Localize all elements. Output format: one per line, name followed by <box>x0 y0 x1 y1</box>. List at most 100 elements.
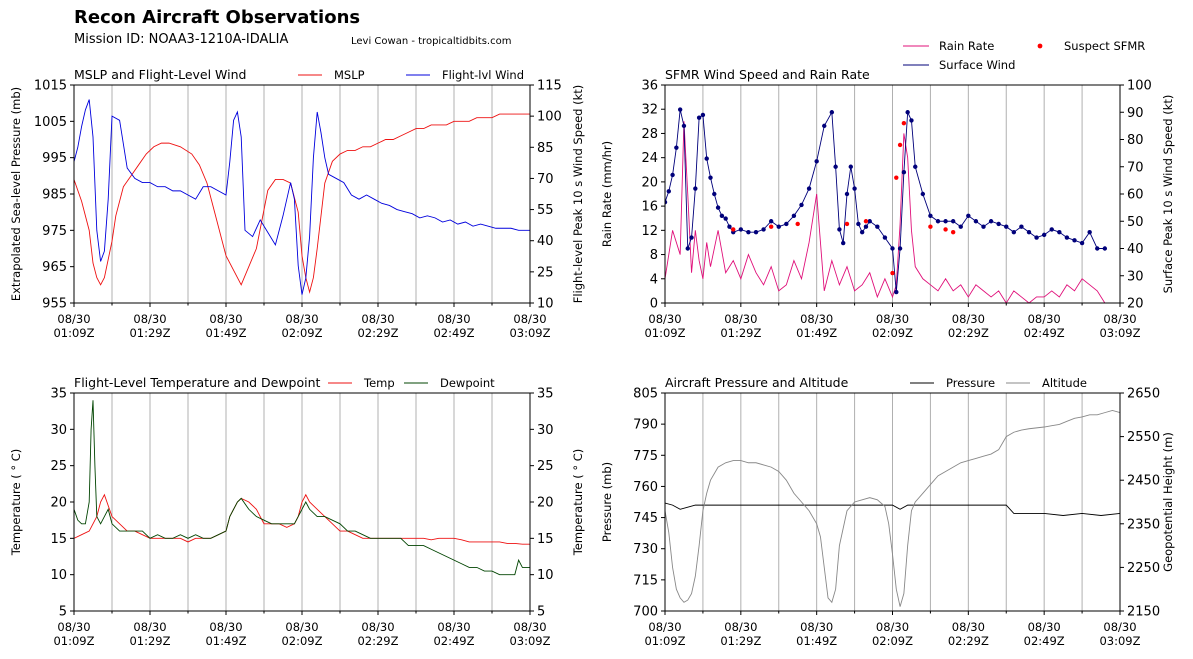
data-point <box>981 224 986 229</box>
x-tick-label-line: 08/30 <box>648 620 681 634</box>
x-tick-label: 08/30 01:29Z <box>129 620 170 648</box>
legend: Pressure Altitude <box>910 376 1087 390</box>
x-tick-label-line: 08/30 <box>361 312 394 326</box>
data-point <box>928 224 933 229</box>
x-tick-label: 08/30 02:29Z <box>948 312 989 340</box>
x-tick-label: 08/30 01:09Z <box>644 312 685 340</box>
y-left-tick-label: 1015 <box>34 79 67 94</box>
data-point <box>791 213 797 218</box>
x-tick-label: 08/30 01:29Z <box>129 312 170 340</box>
data-point <box>776 224 781 229</box>
page-title: Recon Aircraft Observations <box>74 7 361 28</box>
x-tick-label: 08/30 01:09Z <box>53 312 94 340</box>
y-left-tick-label: 16 <box>641 200 658 215</box>
data-point <box>1072 238 1077 243</box>
data-point <box>768 224 774 229</box>
y-right-tick-label: 2350 <box>1127 517 1160 532</box>
x-tick-label-line: 08/30 <box>361 620 394 634</box>
data-point <box>848 164 853 169</box>
data-point <box>761 227 766 232</box>
y-left-tick-label: 985 <box>42 188 67 203</box>
y-right-label: Flight-level Peak 10 s Wind Speed (kt) <box>571 85 585 304</box>
y-right-tick-label: 40 <box>1127 242 1144 257</box>
x-tick-label-line: 08/30 <box>133 312 166 326</box>
data-point <box>950 229 956 235</box>
series-line-rain-rate <box>665 121 1106 303</box>
y-right-tick-label: 20 <box>1127 297 1144 312</box>
x-tick-label-line: 08/30 <box>800 620 833 634</box>
data-point <box>890 270 895 276</box>
x-tick-label-line: 03:09Z <box>1099 326 1140 340</box>
y-left-tick-label: 700 <box>633 605 658 620</box>
x-tick-label-line: 08/30 <box>1103 620 1136 634</box>
data-point <box>894 175 899 180</box>
x-tick-label-line: 02:09Z <box>281 326 322 340</box>
data-point <box>841 240 846 246</box>
y-right-tick-label: 25 <box>537 459 554 474</box>
chart-title: SFMR Wind Speed and Rain Rate <box>665 67 870 82</box>
x-tick-label-line: 01:29Z <box>720 634 761 648</box>
y-left-tick-label: 36 <box>641 79 658 94</box>
data-point <box>1102 246 1108 251</box>
x-tick-label-line: 01:49Z <box>205 326 246 340</box>
series-line-altitude <box>665 409 1120 607</box>
data-point <box>822 123 827 129</box>
x-tick-label: 08/30 02:49Z <box>433 620 474 648</box>
data-point <box>973 219 979 224</box>
data-point <box>685 246 690 251</box>
data-point <box>693 186 698 191</box>
y-right-tick-label: 80 <box>1127 133 1144 148</box>
x-tick-label: 08/30 01:49Z <box>205 312 246 340</box>
y-left-tick-label: 805 <box>633 387 658 402</box>
data-point <box>795 221 800 227</box>
y-left-tick-label: 775 <box>633 449 658 464</box>
x-tick-label-line: 02:29Z <box>357 326 398 340</box>
x-tick-label-line: 01:29Z <box>129 634 170 648</box>
data-point <box>867 219 872 224</box>
data-point <box>689 235 694 240</box>
data-point <box>863 219 869 224</box>
y-right-tick-label: 2650 <box>1127 387 1160 402</box>
legend-label: Rain Rate <box>939 39 994 53</box>
data-point <box>1057 229 1062 235</box>
plot-area <box>74 400 530 576</box>
chart-title: Aircraft Pressure and Altitude <box>665 375 849 390</box>
y-right-tick-label: 40 <box>537 234 554 249</box>
y-right-tick-label: 35 <box>537 387 554 402</box>
y-left-tick-label: 965 <box>42 260 67 275</box>
x-tick-label: 08/30 01:09Z <box>53 620 94 648</box>
y-right-tick-label: 2150 <box>1127 605 1160 620</box>
x-tick-label: 08/30 02:29Z <box>357 620 398 648</box>
data-point <box>665 199 668 205</box>
y-left-tick-label: 5 <box>59 605 67 620</box>
legend-label: Dewpoint <box>440 376 495 390</box>
y-left-tick-label: 12 <box>641 224 658 239</box>
y-right-tick-label: 85 <box>537 141 554 156</box>
series-line-dewpoint <box>74 400 530 576</box>
legend: Rain Rate Surface Wind Suspect SFMR <box>903 39 1145 72</box>
x-tick-label-line: 02:29Z <box>948 634 989 648</box>
x-tick-label-line: 02:49Z <box>433 326 474 340</box>
data-point <box>814 159 819 164</box>
x-tick-label-line: 08/30 <box>513 620 546 634</box>
x-tick-label-line: 08/30 <box>1028 312 1061 326</box>
x-tick-label-line: 08/30 <box>876 312 909 326</box>
data-point <box>913 164 918 169</box>
data-point <box>768 219 774 224</box>
x-tick-label: 08/30 01:29Z <box>720 620 761 648</box>
credit: Levi Cowan - tropicaltidbits.com <box>351 36 512 47</box>
x-tick-label-line: 08/30 <box>209 620 242 634</box>
data-point <box>852 186 857 191</box>
x-tick-label-line: 08/30 <box>648 312 681 326</box>
x-tick-label-line: 02:09Z <box>281 634 322 648</box>
data-point <box>958 224 963 229</box>
x-tick-label-line: 01:09Z <box>644 326 685 340</box>
x-tick-label-line: 08/30 <box>876 620 909 634</box>
x-tick-label: 08/30 03:09Z <box>1099 312 1140 340</box>
data-point <box>1049 227 1054 232</box>
x-tick-label: 08/30 02:49Z <box>433 312 474 340</box>
x-tick-label-line: 02:29Z <box>357 634 398 648</box>
data-point <box>1095 246 1100 251</box>
x-tick-label-line: 08/30 <box>952 312 985 326</box>
